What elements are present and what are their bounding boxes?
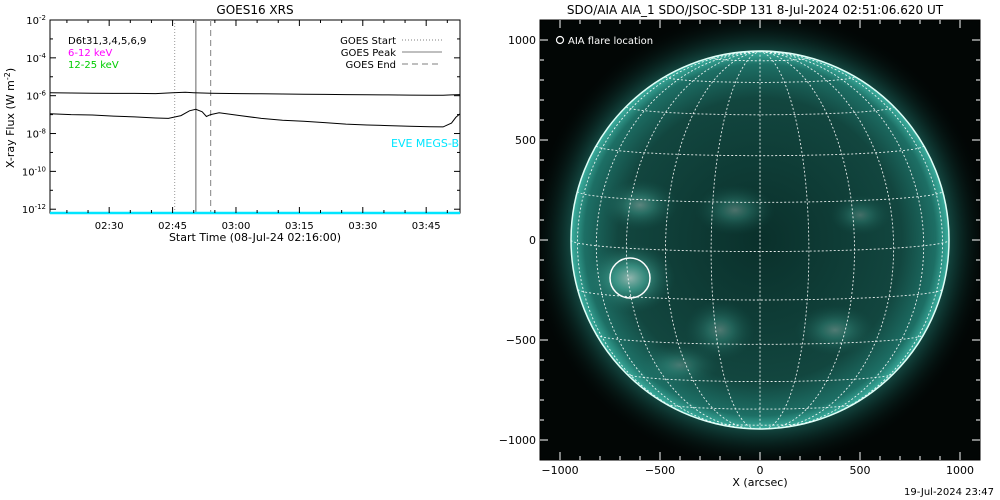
- flare-location-circle: [609, 257, 651, 299]
- solar-longitude-line: [576, 51, 761, 424]
- aia-y-tick-label: 500: [515, 134, 536, 147]
- solar-latitude-line: [596, 334, 924, 345]
- solar-longitude-line: [625, 51, 761, 429]
- active-region-glow: [795, 305, 875, 355]
- active-region-glow: [830, 195, 890, 235]
- xrs-info-line: 6-12 keV: [68, 48, 112, 59]
- xrs-x-tick-label: 03:45: [412, 221, 441, 232]
- xrs-legend-label: GOES End: [346, 60, 396, 71]
- active-region-glow: [585, 243, 675, 313]
- active-region-glow: [695, 185, 775, 235]
- aia-x-tick-label: 1000: [946, 464, 974, 477]
- aia-legend: AIA flare location: [555, 35, 653, 47]
- xrs-x-tick-label: 02:45: [158, 221, 187, 232]
- solar-longitude-line: [595, 51, 761, 428]
- xrs-info-line: D6t31,3,4,5,6,9: [68, 36, 146, 47]
- aia-y-tick-label: 0: [529, 234, 536, 247]
- xrs-y-tick-label: 10-8: [26, 128, 46, 141]
- xrs-x-tick-label: 03:00: [222, 221, 251, 232]
- active-region-glow: [602, 180, 678, 230]
- solar-latitude-line: [576, 190, 944, 203]
- xrs-y-tick-label: 10-4: [26, 52, 46, 65]
- xrs-info-line: 12-25 keV: [68, 60, 119, 71]
- aia-x-tick-label: 0: [757, 464, 764, 477]
- xrs-x-tick-label: 03:15: [285, 221, 314, 232]
- aia-y-tick-label: −500: [506, 334, 536, 347]
- goes-xrs-chart: GOES16 XRS 10-2 10-4 10-6 10-8 10-10 10-12 02…: [3, 3, 461, 244]
- solar-longitude-line: [759, 51, 925, 428]
- aia-y-tick-label: 1000: [508, 34, 536, 47]
- active-region-glow: [685, 300, 755, 360]
- solar-latitude-line: [595, 145, 925, 157]
- solar-latitude-line: [571, 239, 949, 252]
- solar-limb: [570, 50, 950, 430]
- xrs-ylabel: X-ray Flux (W m-2): [3, 68, 17, 168]
- flare-legend-label: AIA flare location: [568, 36, 653, 47]
- aia-background: [540, 20, 980, 460]
- solar-longitude-line: [759, 51, 855, 429]
- solar-longitude-line: [759, 51, 810, 429]
- aia-image-panel: AIA flare location: [540, 20, 980, 460]
- solar-latitude-line: [710, 57, 810, 62]
- xrs-y-tick-label: 10-6: [26, 90, 46, 103]
- solar-latitude-line: [625, 106, 895, 116]
- solar-latitude-line: [665, 76, 855, 83]
- xrs-legend-label: GOES Peak: [341, 48, 396, 59]
- aia-x-tick-label: −500: [645, 464, 675, 477]
- aia-y-tick-label: −1000: [499, 434, 536, 447]
- solar-latitude-line: [577, 289, 943, 301]
- solar-latitude-line: [626, 373, 894, 383]
- footer-timestamp: 19-Jul-2024 23:47: [903, 487, 994, 498]
- xrs-xlabel: Start Time (08-Jul-24 02:16:00): [169, 231, 341, 244]
- aia-x-tick-label: −1000: [541, 464, 578, 477]
- solar-longitude-line: [571, 51, 761, 241]
- solar-latitude-line: [666, 403, 854, 410]
- xrs-ylabel-text: X-ray Flux (W m: [4, 80, 17, 168]
- solar-latitude-line: [712, 422, 808, 426]
- xrs-ylabel-exponent: -2: [3, 72, 12, 80]
- aia-title: SDO/AIA AIA_1 SDO/JSOC-SDP 131 8-Jul-202…: [567, 3, 944, 17]
- aia-x-tick-label: 500: [850, 464, 871, 477]
- xrs-plot-area: [49, 19, 461, 215]
- solar-longitude-line: [759, 51, 949, 241]
- xrs-y-tick-label: 10-12: [22, 203, 46, 216]
- xrs-ylabel-close: ): [4, 68, 17, 72]
- solar-longitude-line: [665, 51, 761, 429]
- xrs-legend-label: GOES Start: [340, 36, 396, 47]
- xrs-y-tick-label: 10-2: [26, 14, 46, 27]
- solar-longitude-line: [759, 51, 944, 424]
- solar-longitude-line: [759, 51, 895, 429]
- xrs-title: GOES16 XRS: [216, 3, 293, 17]
- xrs-series-line-0: [49, 91, 461, 96]
- xrs-y-tick-label: 10-10: [22, 165, 46, 178]
- aia-frame: [539, 19, 981, 461]
- solar-disk: [571, 51, 949, 429]
- flare-legend-marker: [555, 35, 565, 45]
- eve-megs-b-label: EVE MEGS-B: [391, 137, 459, 150]
- solar-corona: [540, 20, 980, 460]
- solar-surface-features: [571, 51, 949, 429]
- active-region-glow: [640, 343, 720, 387]
- xrs-x-tick-label: 03:30: [348, 221, 377, 232]
- xrs-series-line-1: [49, 108, 461, 128]
- xrs-x-tick-label: 02:30: [95, 221, 124, 232]
- solar-longitude-line: [710, 51, 761, 429]
- aia-xlabel: X (arcsec): [732, 476, 787, 489]
